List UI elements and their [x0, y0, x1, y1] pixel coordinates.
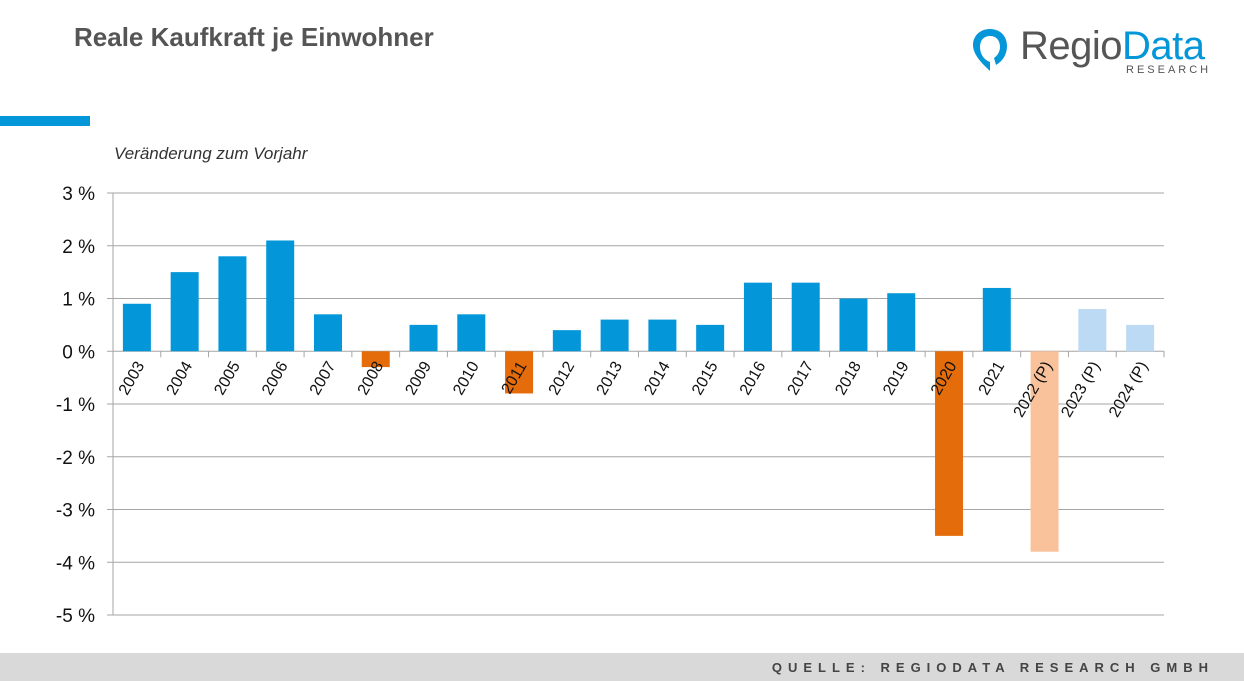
bar	[1030, 351, 1059, 552]
x-tick-label: 2018	[832, 359, 865, 398]
y-tick-label: 1 %	[62, 290, 95, 311]
accent-bar	[0, 116, 90, 126]
bar	[1126, 324, 1155, 352]
x-tick-label: 2010	[450, 359, 483, 398]
logo-wordmark: RegioData	[1020, 24, 1205, 68]
bar	[361, 351, 390, 368]
x-tick-label: 2014	[641, 359, 674, 398]
bar	[1078, 309, 1107, 352]
x-tick-label: 2004	[164, 359, 197, 398]
bar	[313, 314, 342, 352]
bar	[982, 287, 1011, 352]
chart-subtitle: Veränderung zum Vorjahr	[114, 144, 308, 163]
logo-research: RESEARCH	[1126, 64, 1212, 76]
y-tick-label: -1 %	[56, 395, 95, 416]
x-tick-label: 2015	[689, 359, 722, 398]
x-tick-label: 2024 (P)	[1106, 359, 1151, 421]
bar	[791, 282, 820, 352]
bar	[266, 240, 295, 352]
bar	[170, 272, 199, 352]
y-tick-label: -4 %	[56, 553, 95, 574]
bar	[839, 298, 868, 352]
y-tick-label: -5 %	[56, 606, 95, 627]
bar	[887, 293, 916, 352]
source-label: QUELLE: REGIODATA RESEARCH GMBH	[771, 660, 1214, 675]
y-tick-label: -3 %	[56, 501, 95, 522]
x-tick-label: 2021	[976, 359, 1009, 398]
y-tick-label: 3 %	[62, 184, 95, 205]
chart-title: Reale Kaufkraft je Einwohner	[74, 22, 434, 52]
x-tick-label: 2006	[259, 359, 292, 398]
footer-bar: QUELLE: REGIODATA RESEARCH GMBH	[0, 653, 1244, 681]
bar	[935, 351, 964, 536]
bar	[409, 324, 438, 352]
bar	[743, 282, 772, 352]
x-tick-label: 2005	[211, 359, 244, 398]
x-tick-label: 2008	[355, 359, 388, 398]
x-tick-label: 2009	[402, 359, 435, 398]
bar	[648, 319, 677, 352]
bar	[218, 256, 247, 352]
x-tick-label: 2017	[785, 359, 818, 398]
y-tick-label: 2 %	[62, 237, 95, 258]
bar	[552, 330, 581, 352]
location-pin-icon	[973, 29, 1007, 71]
x-tick-label: 2023 (P)	[1058, 359, 1103, 421]
y-tick-label: -2 %	[56, 448, 95, 469]
bar	[457, 314, 486, 352]
bar-chart: 3 % 2 % 1 % 0 % -1 % -2 % -3 % -4 % -5 % 2003 2004…	[56, 184, 1165, 627]
regiodata-logo: RegioData RESEARCH	[966, 24, 1226, 80]
logo-regio: Regio	[1020, 24, 1123, 68]
y-tick-label: 0 %	[62, 342, 95, 363]
x-tick-label: 2019	[880, 359, 913, 398]
bar	[122, 303, 151, 352]
bar	[600, 319, 629, 352]
x-tick-label: 2013	[594, 359, 627, 398]
x-tick-label: 2012	[546, 359, 579, 398]
bar	[696, 324, 725, 352]
x-tick-label: 2007	[307, 359, 340, 398]
logo-data: Data	[1122, 24, 1205, 68]
x-tick-label: 2003	[116, 359, 149, 398]
x-tick-label: 2016	[737, 359, 770, 398]
bar	[505, 351, 534, 394]
